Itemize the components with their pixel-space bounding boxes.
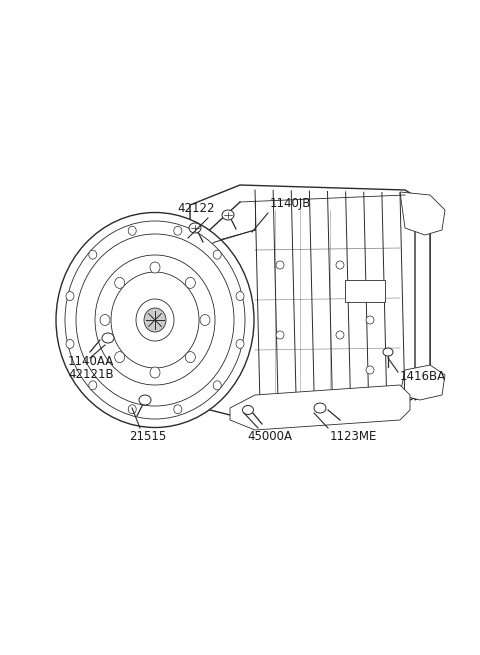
Text: 1140JB: 1140JB (270, 197, 312, 210)
Ellipse shape (383, 348, 393, 356)
Ellipse shape (366, 316, 374, 324)
Ellipse shape (102, 333, 114, 343)
Ellipse shape (89, 381, 97, 390)
Ellipse shape (115, 352, 125, 363)
Text: 1123ME: 1123ME (330, 430, 377, 443)
Ellipse shape (136, 299, 174, 341)
Ellipse shape (139, 395, 151, 405)
Ellipse shape (276, 331, 284, 339)
Ellipse shape (189, 223, 201, 233)
Ellipse shape (128, 405, 136, 414)
Ellipse shape (236, 291, 244, 301)
Ellipse shape (185, 277, 195, 288)
Polygon shape (415, 195, 430, 400)
Ellipse shape (276, 261, 284, 269)
Ellipse shape (100, 314, 110, 326)
Ellipse shape (200, 314, 210, 326)
Text: 21515: 21515 (130, 430, 167, 443)
Polygon shape (400, 192, 445, 235)
Ellipse shape (65, 221, 245, 419)
Ellipse shape (66, 339, 74, 348)
Ellipse shape (222, 210, 234, 220)
Ellipse shape (185, 352, 195, 363)
FancyBboxPatch shape (345, 280, 385, 302)
Ellipse shape (314, 403, 326, 413)
Polygon shape (400, 365, 445, 400)
Ellipse shape (336, 261, 344, 269)
Ellipse shape (111, 272, 199, 368)
Ellipse shape (66, 291, 74, 301)
Ellipse shape (174, 226, 182, 235)
Ellipse shape (236, 339, 244, 348)
Ellipse shape (213, 250, 221, 259)
Ellipse shape (213, 381, 221, 390)
Ellipse shape (76, 234, 234, 406)
Text: 42122: 42122 (178, 202, 215, 215)
Polygon shape (190, 185, 430, 415)
Ellipse shape (144, 308, 166, 332)
Text: 45000A: 45000A (248, 430, 292, 443)
Polygon shape (230, 385, 410, 430)
Ellipse shape (242, 405, 253, 415)
Ellipse shape (95, 255, 215, 385)
Ellipse shape (56, 212, 254, 428)
Ellipse shape (128, 226, 136, 235)
Ellipse shape (366, 366, 374, 374)
Ellipse shape (89, 250, 97, 259)
Ellipse shape (115, 277, 125, 288)
Ellipse shape (336, 331, 344, 339)
Text: 42121B: 42121B (68, 368, 114, 381)
Ellipse shape (150, 262, 160, 273)
Ellipse shape (150, 367, 160, 378)
Text: 1140AA: 1140AA (68, 355, 114, 368)
Ellipse shape (174, 405, 182, 414)
Text: 1416BA: 1416BA (400, 370, 446, 383)
